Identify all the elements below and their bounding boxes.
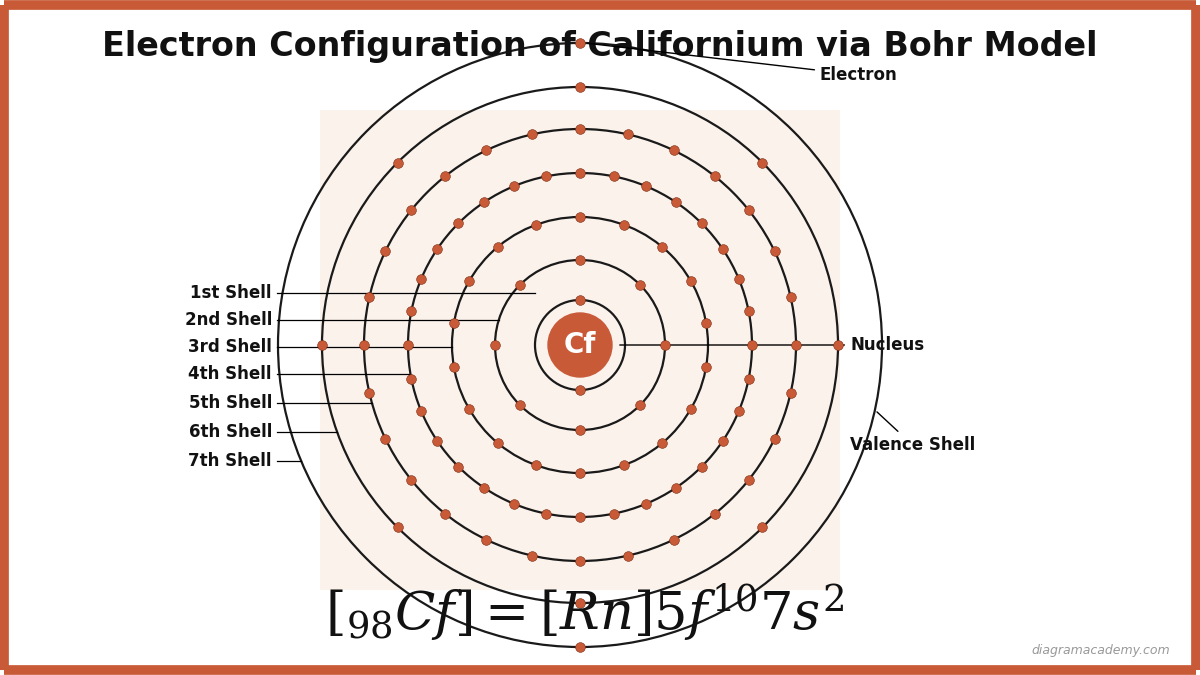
Text: Electron: Electron	[588, 43, 898, 84]
Text: Electron Configuration of Californium via Bohr Model: Electron Configuration of Californium vi…	[102, 30, 1098, 63]
Text: Nucleus: Nucleus	[619, 336, 924, 354]
Text: diagramacademy.com: diagramacademy.com	[1031, 644, 1170, 657]
Text: 7th Shell: 7th Shell	[188, 452, 272, 470]
Circle shape	[548, 313, 612, 377]
Text: $\left[{}_{98}Cf\right]=\left[Rn\right]5f^{10}7s^{2}$: $\left[{}_{98}Cf\right]=\left[Rn\right]5…	[325, 582, 845, 645]
Bar	[320, 110, 840, 590]
Text: 2nd Shell: 2nd Shell	[185, 311, 272, 329]
Text: 6th Shell: 6th Shell	[188, 423, 272, 441]
Text: 3rd Shell: 3rd Shell	[188, 338, 272, 356]
Text: 5th Shell: 5th Shell	[188, 394, 272, 412]
Text: Valence Shell: Valence Shell	[850, 412, 976, 454]
Text: 1st Shell: 1st Shell	[191, 284, 272, 302]
Text: 4th Shell: 4th Shell	[188, 365, 272, 383]
Text: Cf: Cf	[564, 331, 596, 359]
